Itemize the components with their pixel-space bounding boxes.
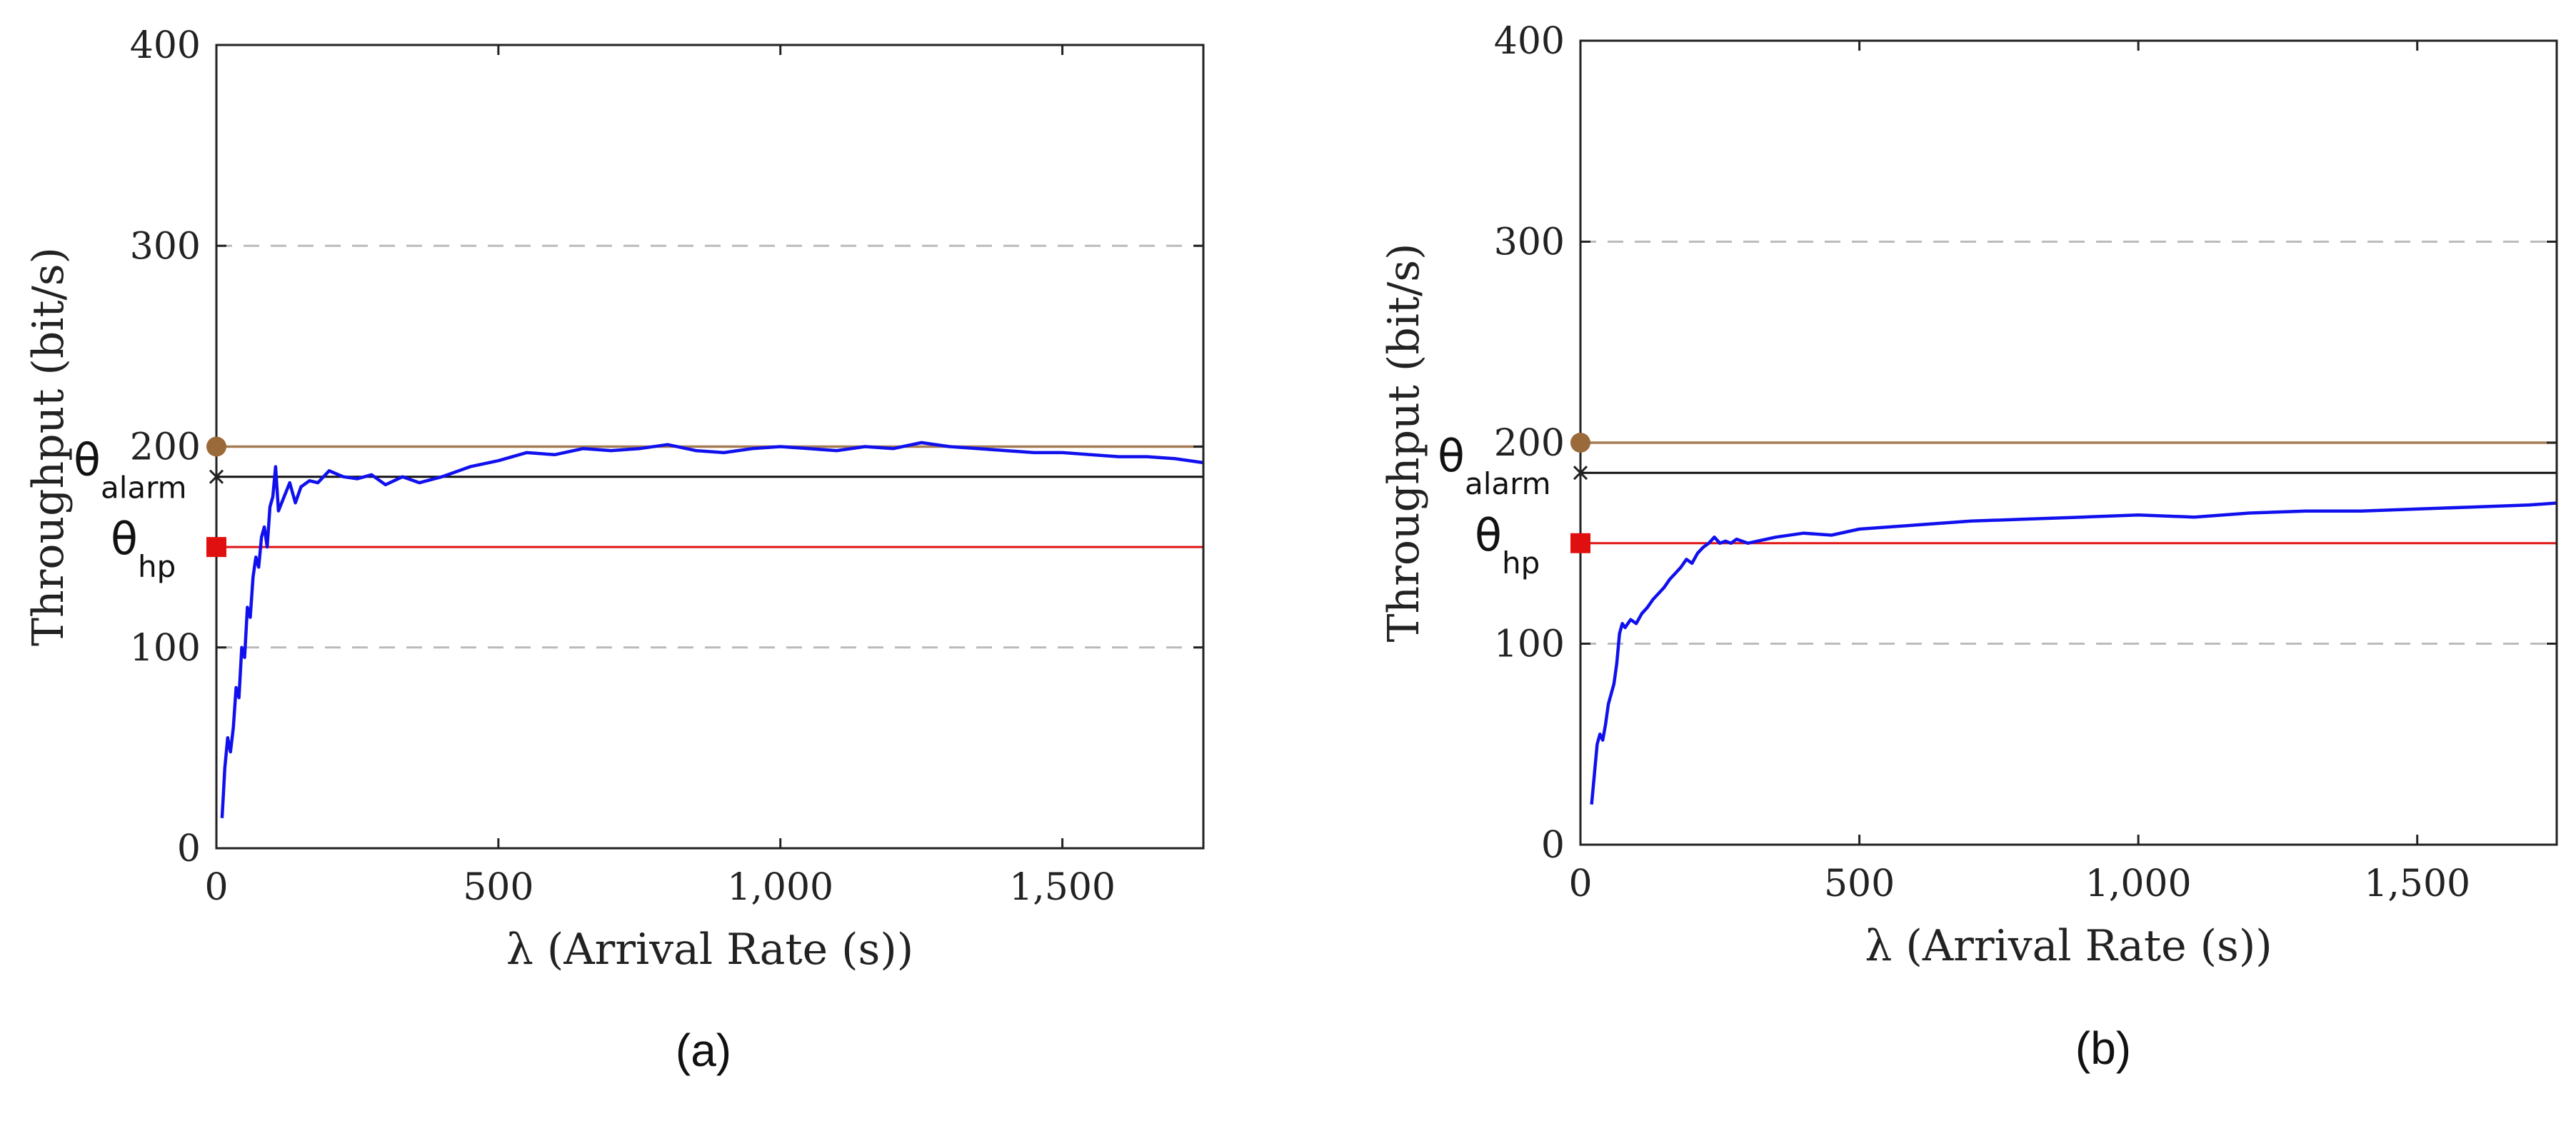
reference-marker (1570, 433, 1590, 453)
hp-threshold-label: θ (111, 513, 138, 565)
hp-threshold-subscript: hp (138, 549, 176, 584)
x-tick-label: 500 (1824, 863, 1895, 905)
x-tick-label: 0 (204, 866, 228, 909)
hp-marker (1570, 533, 1590, 553)
reference-marker (206, 436, 226, 457)
x-tick-label: 500 (463, 866, 533, 909)
y-tick-label: 300 (130, 225, 201, 268)
panel-caption: (a) (676, 1025, 731, 1076)
x-tick-label: 1,000 (727, 866, 833, 909)
series-line-throughput (220, 441, 1204, 818)
alarm-threshold-label: θ (1438, 430, 1465, 482)
alarm-marker (209, 469, 224, 484)
alarm-marker (1573, 466, 1588, 481)
x-axis-label: λ (Arrival Rate (s)) (506, 925, 913, 975)
x-tick-label: 1,500 (2364, 863, 2470, 905)
panel-caption: (b) (2075, 1022, 2131, 1074)
x-tick-label: 1,500 (1009, 866, 1116, 909)
alarm-threshold-subscript: alarm (1465, 466, 1551, 501)
series-line-throughput (1590, 501, 2557, 805)
hp-marker (206, 537, 226, 558)
y-tick-label: 100 (130, 627, 201, 670)
alarm-threshold-label: θ (74, 434, 101, 486)
y-tick-label: 400 (1494, 20, 1565, 63)
x-tick-label: 1,000 (2085, 863, 2192, 905)
x-axis-label: λ (Arrival Rate (s)) (1865, 921, 2272, 971)
y-tick-label: 300 (1494, 221, 1565, 264)
hp-threshold-subscript: hp (1502, 546, 1540, 580)
y-axis-label: Throughput (bit/s) (1379, 243, 1429, 643)
alarm-threshold-subscript: alarm (101, 471, 187, 506)
y-tick-label: 100 (1494, 623, 1565, 666)
y-tick-label: 0 (177, 828, 201, 870)
y-tick-label: 0 (1541, 824, 1565, 867)
y-tick-label: 400 (130, 24, 201, 67)
hp-threshold-label: θ (1475, 509, 1502, 561)
y-axis-label: Throughput (bit/s) (24, 247, 74, 646)
y-tick-label: 200 (130, 426, 201, 469)
x-tick-label: 0 (1568, 863, 1592, 905)
y-tick-label: 200 (1494, 422, 1565, 465)
